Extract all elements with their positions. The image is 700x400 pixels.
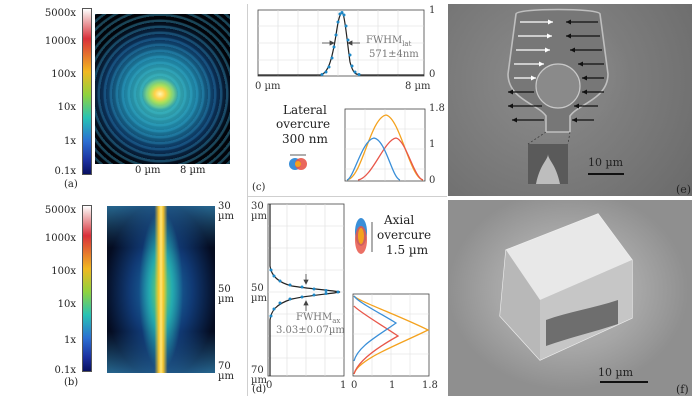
colorbar-a-label: 5000x (44, 8, 76, 19)
panel-c-inset-y: 1 (429, 139, 436, 150)
panel-c-overcure-title: Lateral (283, 103, 327, 117)
colorbar-a-label: 10x (57, 102, 76, 113)
panel-d-y-label: 70 (251, 365, 264, 376)
panel-a-intensity-image (95, 14, 230, 164)
panel-e-letter: (e) (676, 183, 692, 196)
panel-e-ring (535, 63, 581, 109)
panel-b-y-label: 50 µm (218, 284, 234, 305)
panel-c-letter: (c) (252, 182, 266, 193)
panel-a-x-right: 8 µm (180, 165, 206, 176)
panel-c-x-right: 8 µm (405, 81, 431, 92)
panel-c-fwhm-arrows (322, 40, 360, 46)
panel-d-inset-x: 0 (351, 380, 358, 391)
colorbar-a-label: 0.1x (54, 166, 76, 177)
panel-f-cavity (546, 300, 618, 346)
panel-d-inset-x: 1 (389, 380, 396, 391)
panel-f-sem-image (448, 200, 692, 396)
panel-d-fwhm-label: FWHMax (296, 312, 341, 325)
panel-a-x-left: 0 µm (135, 165, 161, 176)
panel-d-overcure-value: 1.5 µm (386, 243, 429, 257)
panel-d-inset-x: 1.8 (422, 380, 438, 391)
panel-d-inset-red (353, 305, 400, 375)
colorbar-b-label: 1000x (44, 233, 76, 244)
colorbar-b-label: 5000x (44, 205, 76, 216)
panel-c-fwhm-value: 571±4nm (369, 49, 419, 60)
panel-c-y-top: 1 (429, 5, 436, 16)
panel-c-x-left: 0 µm (255, 81, 281, 92)
panel-c-y-bottom: 0 (429, 69, 436, 80)
panel-d-y-label: 30 (251, 201, 264, 212)
colorbar-b-label: 1x (63, 335, 76, 346)
panel-d-fwhm-value: 3.03±0.07µm (276, 325, 345, 336)
panel-c-overcure-word: overcure (276, 117, 331, 131)
panel-c-inset-y: 1.8 (429, 103, 445, 114)
panel-a-letter: (a) (64, 179, 78, 190)
panel-c-inset-y: 0 (429, 175, 436, 186)
panel-c-plot (257, 9, 426, 182)
panel-d-fit-line (269, 204, 341, 376)
panel-e-scalebar-label: 10 µm (588, 156, 624, 169)
panel-d-fwhm-arrows (303, 274, 309, 311)
panel-c-grid (258, 10, 424, 76)
panel-d-y-label: µm (251, 375, 267, 386)
panel-d-x-left: 0 (266, 380, 273, 391)
panel-f-letter: (f) (676, 383, 689, 396)
panel-d-y-label: µm (251, 211, 267, 222)
panel-d-x-right: 1 (340, 380, 347, 391)
panel-d-overcure-word: overcure (377, 228, 432, 242)
colorbar-b-label: 0.1x (54, 365, 76, 376)
panel-c-inset-red (357, 137, 424, 181)
panel-d-plot (267, 203, 430, 377)
panel-d-y-label: 50 (251, 283, 264, 294)
colorbar-a-label: 1000x (44, 36, 76, 47)
colorbar-a-label: 1x (63, 136, 76, 147)
panel-d-letter: (d) (252, 384, 267, 395)
panel-d-inset-blue (353, 295, 398, 362)
panel-b-y-label: 30 µm (218, 201, 234, 222)
panel-e-overlay (507, 8, 624, 184)
colorbar-b-label: 10x (57, 299, 76, 310)
panel-f-front-face (500, 250, 540, 360)
colorbar-b (82, 205, 92, 372)
panel-d-data-points (269, 268, 340, 318)
colorbar-b-label: 100x (51, 266, 76, 277)
panel-d-y-label: µm (251, 293, 267, 304)
colorbar-a (82, 8, 92, 175)
panel-c-inset-blue (346, 137, 401, 181)
panel-c-overcure-value: 300 nm (282, 132, 328, 146)
panel-d-ellipse-glyph (355, 218, 373, 254)
colorbar-a-label: 100x (51, 69, 76, 80)
panel-e-sem-image (448, 4, 692, 196)
panel-c-overlap-glyph (289, 154, 307, 170)
panel-c-data-points (320, 11, 361, 76)
panel-e-inset-feature (536, 154, 560, 184)
panel-c-inset-orange (346, 114, 424, 181)
panel-d-overcure-title: Axial (384, 213, 415, 227)
panel-b-intensity-image (107, 206, 215, 373)
panel-b-letter: (b) (64, 377, 79, 388)
panel-b-y-label: 70 µm (218, 361, 234, 382)
panel-f-scalebar-label: 10 µm (598, 366, 634, 379)
panel-c-fwhm-label: FWHMlat (366, 35, 412, 48)
panel-d-inset-orange (353, 295, 430, 375)
panel-f-overlay (499, 213, 648, 383)
panel-f-top-face (506, 214, 632, 300)
